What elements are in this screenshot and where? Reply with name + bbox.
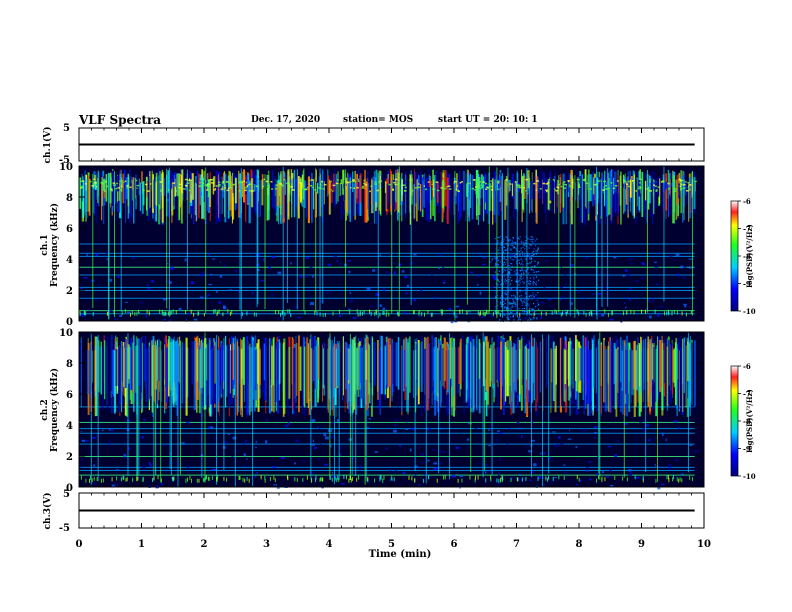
colorbar-tick-label: -8 — [743, 417, 751, 426]
freq-tick-label: 2 — [66, 452, 73, 463]
x-tick-label: 1 — [138, 539, 145, 550]
ch2-spectrogram-ylabel-channel: ch.2 — [40, 399, 50, 420]
ch1-spectrogram-panel: 0 2 4 6 8 10 ch.1 Frequency (kHz) -6 -7 -8 -9 -10… — [40, 162, 756, 328]
start-time-label: start UT = 20: 10: 1 — [438, 115, 538, 125]
ch2-colorbar-label: log(PSD)(V²/Hz) — [745, 389, 754, 453]
station-label: station= MOS — [343, 115, 414, 125]
x-axis-label: Time (min) — [369, 549, 432, 560]
x-tick-label: 7 — [513, 539, 520, 550]
colorbar-tick-label: -7 — [743, 225, 751, 234]
ch2-colorbar — [730, 365, 739, 477]
ch1-colorbar — [730, 200, 739, 312]
freq-tick-label: 10 — [59, 328, 73, 339]
x-tick-label: 9 — [638, 539, 645, 550]
colorbar-tick-label: -10 — [743, 472, 756, 481]
colorbar-tick-label: -9 — [743, 445, 751, 454]
chart-title: VLF Spectra — [79, 113, 162, 127]
colorbar-tick-label: -10 — [743, 307, 756, 316]
x-tick-label: 8 — [576, 539, 583, 550]
ch1-ytick-bottom: -5 — [59, 155, 70, 166]
colorbar-tick-label: -6 — [743, 362, 751, 371]
time-axis: 0 1 2 3 4 5 6 7 8 9 10 — [76, 128, 711, 550]
ch1-spectrogram-marks — [79, 166, 697, 324]
freq-tick-label: 0 — [66, 483, 73, 494]
freq-tick-label: 10 — [59, 162, 73, 173]
x-tick-label: 3 — [263, 539, 270, 550]
freq-tick-label: 0 — [66, 317, 73, 328]
colorbar-tick-label: -7 — [743, 390, 751, 399]
freq-tick-label: 2 — [66, 286, 73, 297]
x-tick-label: 5 — [388, 539, 395, 550]
ch1-voltage-panel: 5 -5 ch.1(V) — [42, 123, 705, 166]
freq-tick-label: 6 — [66, 224, 73, 235]
ch1-ytick-top: 5 — [63, 123, 70, 134]
x-tick-label: 2 — [201, 539, 208, 550]
freq-tick-label: 4 — [66, 421, 73, 432]
x-tick-label: 4 — [326, 539, 333, 550]
freq-tick-label: 4 — [66, 255, 73, 266]
ch3-ytick-top: 5 — [63, 489, 70, 500]
ch2-spectrogram-marks — [79, 332, 698, 490]
freq-tick-label: 8 — [66, 359, 73, 370]
date-label: Dec. 17, 2020 — [251, 115, 321, 125]
x-tick-label: 10 — [697, 539, 711, 550]
x-tick-label: 0 — [76, 539, 83, 550]
ch3-ytick-bottom: -5 — [59, 523, 70, 534]
colorbar-tick-label: -6 — [743, 197, 751, 206]
ch2-spectrogram-panel: 0 2 4 6 8 10 ch.2 Frequency (kHz) -6 -7 -8 -9 -10… — [40, 328, 756, 494]
ch1-voltage-ylabel: ch.1(V) — [42, 127, 53, 164]
ch2-spectrogram-ylabel-freq: Frequency (kHz) — [49, 368, 60, 452]
ch3-voltage-ylabel: ch.3(V) — [42, 493, 53, 530]
ch1-spectrogram-ylabel-channel: ch.1 — [40, 234, 50, 255]
freq-tick-label: 6 — [66, 390, 73, 401]
x-tick-label: 6 — [451, 539, 458, 550]
freq-tick-label: 8 — [66, 193, 73, 204]
ch1-spectrogram-ylabel-freq: Frequency (kHz) — [49, 203, 60, 287]
ch1-colorbar-label: log(PSD)(V²/Hz) — [745, 224, 754, 288]
colorbar-tick-label: -9 — [743, 280, 751, 289]
colorbar-tick-label: -8 — [743, 252, 751, 261]
